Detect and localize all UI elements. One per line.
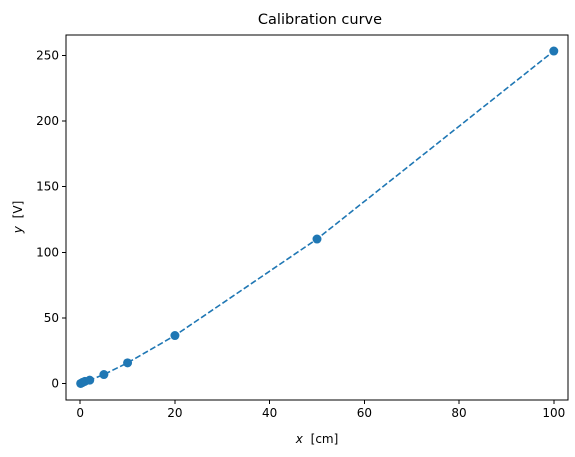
data-point bbox=[123, 358, 133, 368]
x-axis-label: x [cm] bbox=[295, 432, 339, 446]
x-tick-label: 0 bbox=[76, 406, 84, 420]
data-point bbox=[549, 46, 559, 56]
y-tick-label: 250 bbox=[36, 48, 59, 62]
y-axis-unit: [V] bbox=[11, 201, 25, 219]
y-tick-label: 150 bbox=[36, 180, 59, 194]
x-tick-label: 20 bbox=[167, 406, 182, 420]
x-tick-label: 40 bbox=[262, 406, 277, 420]
x-tick-label: 80 bbox=[451, 406, 466, 420]
x-tick-label: 60 bbox=[357, 406, 372, 420]
y-tick-label: 0 bbox=[51, 377, 59, 391]
series-layer bbox=[76, 46, 559, 388]
y-tick-label: 100 bbox=[36, 245, 59, 259]
x-axis-variable: x bbox=[295, 432, 304, 446]
y-tick-label: 50 bbox=[44, 311, 59, 325]
plot-area: 0 20 40 60 80 100 0 50 100 150 200 250 bbox=[36, 34, 569, 420]
x-tick-label: 100 bbox=[542, 406, 565, 420]
data-point bbox=[312, 234, 322, 244]
data-point bbox=[99, 370, 109, 380]
chart-title: Calibration curve bbox=[258, 12, 382, 28]
axes-frame bbox=[65, 34, 569, 401]
y-axis-ticks: 0 50 100 150 200 250 bbox=[36, 48, 66, 391]
x-axis-unit: [cm] bbox=[311, 432, 339, 446]
data-point bbox=[85, 375, 95, 385]
y-tick-label: 200 bbox=[36, 114, 59, 128]
data-point bbox=[170, 331, 180, 341]
y-axis-label: y [V] bbox=[11, 201, 25, 235]
series-line bbox=[80, 50, 555, 385]
y-axis-variable: y bbox=[11, 225, 25, 234]
x-axis-ticks: 0 20 40 60 80 100 bbox=[76, 400, 565, 420]
